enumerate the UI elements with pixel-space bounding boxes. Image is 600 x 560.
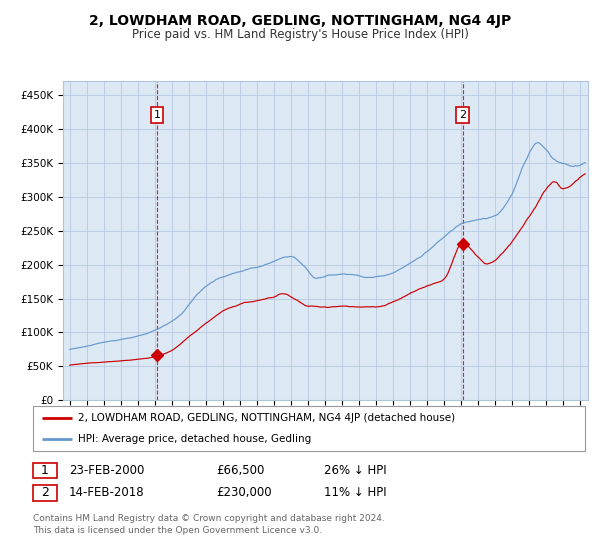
- Text: 26% ↓ HPI: 26% ↓ HPI: [324, 464, 386, 477]
- Text: HPI: Average price, detached house, Gedling: HPI: Average price, detached house, Gedl…: [78, 433, 311, 444]
- Text: 1: 1: [154, 110, 160, 120]
- Text: 2: 2: [41, 486, 49, 500]
- Text: £230,000: £230,000: [216, 486, 272, 500]
- Text: £66,500: £66,500: [216, 464, 265, 477]
- Text: 2, LOWDHAM ROAD, GEDLING, NOTTINGHAM, NG4 4JP: 2, LOWDHAM ROAD, GEDLING, NOTTINGHAM, NG…: [89, 14, 511, 28]
- Text: Price paid vs. HM Land Registry's House Price Index (HPI): Price paid vs. HM Land Registry's House …: [131, 28, 469, 41]
- Text: 2: 2: [459, 110, 466, 120]
- Text: 1: 1: [41, 464, 49, 477]
- Text: Contains HM Land Registry data © Crown copyright and database right 2024.
This d: Contains HM Land Registry data © Crown c…: [33, 514, 385, 535]
- Text: 11% ↓ HPI: 11% ↓ HPI: [324, 486, 386, 500]
- Text: 2, LOWDHAM ROAD, GEDLING, NOTTINGHAM, NG4 4JP (detached house): 2, LOWDHAM ROAD, GEDLING, NOTTINGHAM, NG…: [78, 413, 455, 423]
- Text: 14-FEB-2018: 14-FEB-2018: [69, 486, 145, 500]
- Text: 23-FEB-2000: 23-FEB-2000: [69, 464, 145, 477]
